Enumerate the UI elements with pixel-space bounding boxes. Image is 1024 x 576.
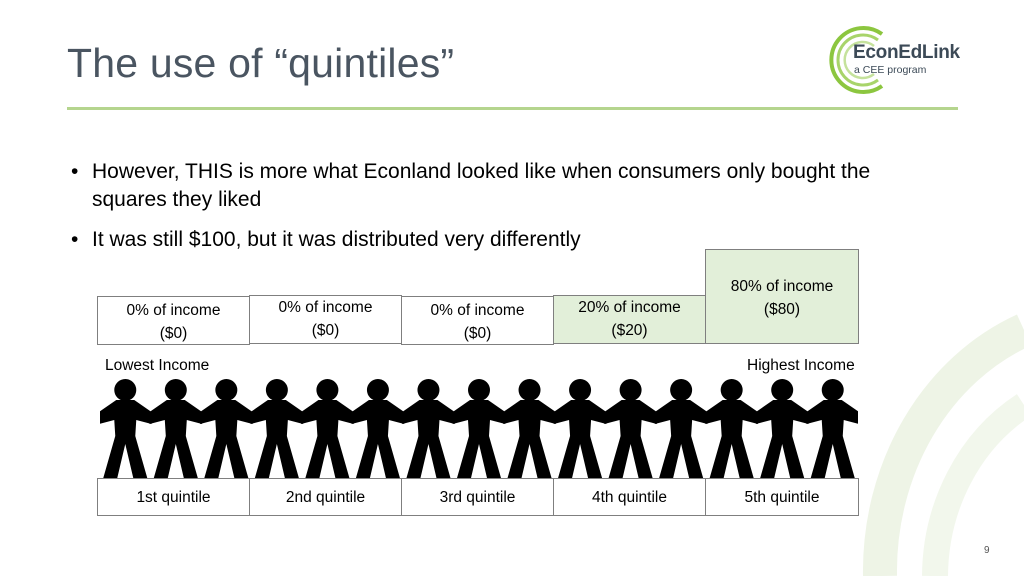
- income-amount: ($0): [463, 325, 492, 342]
- title-divider: [67, 107, 958, 110]
- income-amount: ($0): [311, 322, 340, 339]
- slide-title: The use of “quintiles”: [67, 40, 455, 86]
- person-figure-icon: [654, 379, 708, 478]
- bullet-text: It was still $100, but it was distribute…: [92, 228, 581, 251]
- people-chain-illustration: [100, 379, 858, 478]
- quintile-label-5: 5th quintile: [705, 478, 859, 516]
- person-figure-icon: [200, 379, 253, 478]
- income-box-quintile-5: 80% of income ($80): [705, 249, 859, 344]
- bullet-text: However, THIS is more what Econland look…: [92, 160, 871, 211]
- bullet-list: • However, THIS is more what Econland loo…: [70, 158, 940, 266]
- person-figure-icon: [604, 379, 657, 478]
- bullet-item: • However, THIS is more what Econland loo…: [70, 158, 940, 214]
- quintile-label-1: 1st quintile: [97, 478, 250, 516]
- income-box-quintile-3: 0% of income ($0): [401, 296, 554, 345]
- income-box-quintile-2: 0% of income ($0): [249, 295, 402, 344]
- lowest-income-label: Lowest Income: [105, 357, 210, 374]
- logo-tagline: a CEE program: [854, 64, 927, 76]
- page-number: 9: [984, 545, 990, 556]
- income-percent: 0% of income: [126, 302, 221, 319]
- income-percent: 20% of income: [578, 299, 681, 316]
- person-figure-icon: [301, 379, 354, 478]
- income-box-quintile-1: 0% of income ($0): [97, 296, 250, 345]
- person-figure-icon: [149, 379, 203, 478]
- highest-income-label: Highest Income: [747, 357, 855, 374]
- person-figure-icon: [553, 379, 607, 478]
- income-amount: ($20): [611, 322, 648, 339]
- person-figure-icon: [503, 379, 556, 478]
- econedlink-logo-icon: [829, 26, 884, 94]
- person-figure-icon: [705, 379, 758, 478]
- income-box-quintile-4: 20% of income ($20): [553, 295, 706, 344]
- income-percent: 80% of income: [730, 278, 834, 295]
- bullet-dot-icon: •: [71, 228, 79, 251]
- quintile-label-3: 3rd quintile: [401, 478, 554, 516]
- person-figure-icon: [351, 379, 405, 478]
- person-figure-icon: [402, 379, 455, 478]
- quintile-label-4: 4th quintile: [553, 478, 706, 516]
- person-figure-icon: [806, 379, 858, 478]
- bullet-item: • It was still $100, but it was distribut…: [70, 226, 940, 254]
- person-figure-icon: [755, 379, 809, 478]
- quintile-label-2: 2nd quintile: [249, 478, 402, 516]
- person-figure-icon: [250, 379, 304, 478]
- income-amount: ($0): [159, 325, 188, 342]
- person-figure-icon: [100, 379, 152, 478]
- income-percent: 0% of income: [430, 302, 525, 319]
- income-amount: ($80): [763, 301, 801, 318]
- person-figure-icon: [452, 379, 506, 478]
- logo-name: EconEdLink: [853, 42, 960, 63]
- bullet-dot-icon: •: [71, 160, 79, 183]
- income-percent: 0% of income: [278, 299, 373, 316]
